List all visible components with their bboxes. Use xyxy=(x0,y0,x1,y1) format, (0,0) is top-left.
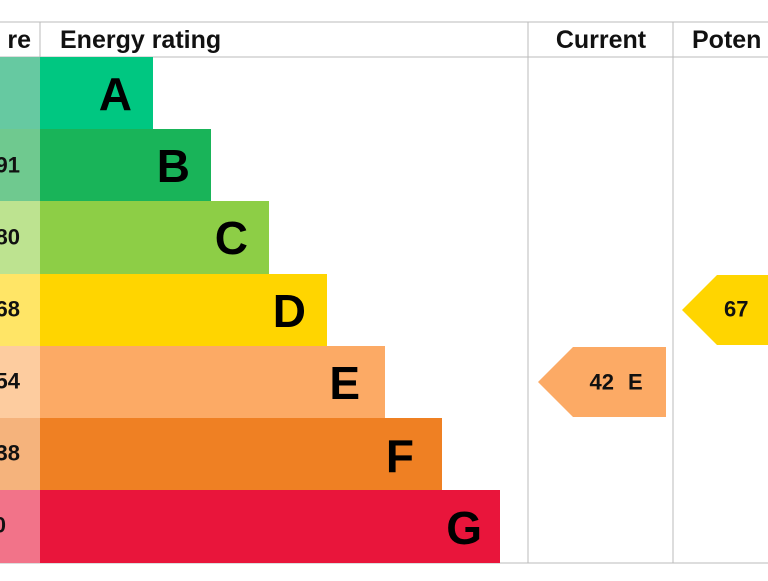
current-arrow xyxy=(538,347,666,417)
header-score: re xyxy=(7,26,31,54)
rating-letter: E xyxy=(329,357,360,409)
potential-value: 67 xyxy=(724,297,748,322)
header-potential: Poten xyxy=(692,26,761,54)
rating-bar xyxy=(40,490,500,563)
score-cell xyxy=(0,201,40,274)
rating-letter: C xyxy=(215,212,248,264)
score-label: 91 xyxy=(0,153,20,178)
rating-letter: B xyxy=(157,140,190,192)
score-cell xyxy=(0,57,40,129)
rating-bar xyxy=(40,129,211,201)
score-label: 68 xyxy=(0,297,20,322)
rating-bar xyxy=(40,274,327,346)
score-cell xyxy=(0,490,40,563)
rating-letter: F xyxy=(386,430,414,482)
score-label: 0 xyxy=(0,513,6,538)
rating-bar xyxy=(40,346,385,418)
score-cell xyxy=(0,129,40,201)
score-cell xyxy=(0,346,40,418)
rating-bar xyxy=(40,418,442,490)
score-label: 80 xyxy=(0,225,20,250)
header-current: Current xyxy=(556,26,647,54)
rating-bar xyxy=(40,201,269,274)
current-letter: E xyxy=(628,370,643,395)
current-value: 42 xyxy=(590,370,614,395)
rating-letter: G xyxy=(446,502,482,554)
score-cell xyxy=(0,418,40,490)
header-rating: Energy rating xyxy=(60,26,221,54)
potential-arrow xyxy=(682,275,768,345)
score-cell xyxy=(0,274,40,346)
score-label: 38 xyxy=(0,441,20,466)
rating-letter: A xyxy=(99,68,132,120)
rating-letter: D xyxy=(273,285,306,337)
rating-bar xyxy=(40,57,153,129)
score-label: 54 xyxy=(0,369,21,394)
